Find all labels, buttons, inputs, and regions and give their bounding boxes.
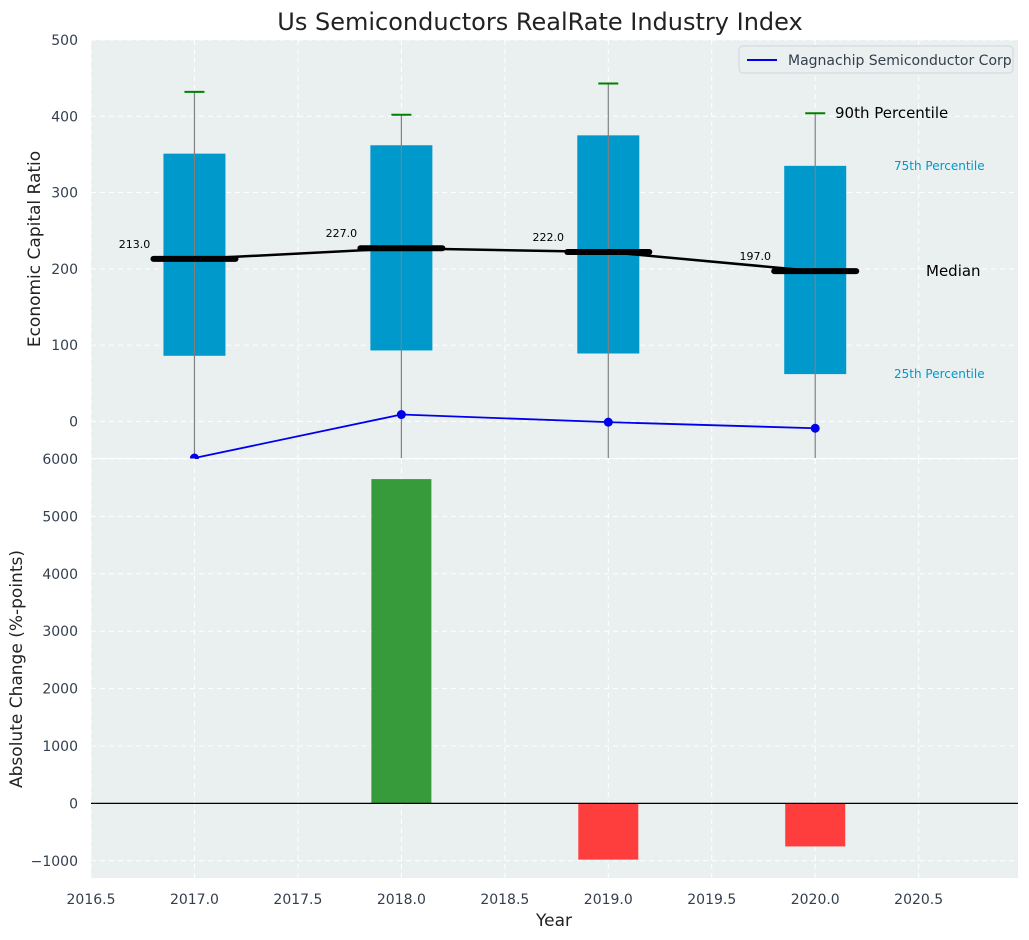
bottom-y-tick-label: 1000	[42, 739, 78, 755]
bottom-y-tick-label: 3000	[42, 624, 78, 640]
p90-annotation: 90th Percentile	[835, 104, 948, 122]
top-y-axis-label: Economic Capital Ratio	[25, 151, 45, 347]
median-value-label: 222.0	[533, 231, 565, 244]
p25-annotation: 25th Percentile	[894, 367, 985, 381]
median-annotation: Median	[926, 262, 981, 280]
change-bar	[578, 803, 639, 860]
bottom-y-tick-label: 5000	[42, 509, 78, 525]
legend-label: Magnachip Semiconductor Corp	[788, 53, 1012, 69]
x-tick-label: 2018.0	[377, 892, 426, 908]
bottom-bars	[91, 479, 1018, 860]
x-tick-label: 2016.5	[67, 892, 116, 908]
bottom-y-tick-label: 0	[69, 796, 78, 812]
p75-annotation: 75th Percentile	[894, 159, 985, 173]
x-tick-labels: 2016.5 2017.0 2017.5 2018.0 2018.5 2019.0 2019…	[67, 892, 944, 908]
median-value-label: 197.0	[739, 250, 771, 263]
median-value-label: 213.0	[119, 238, 151, 251]
top-y-tick-labels: 0 100 200 300 400 500	[51, 33, 78, 430]
median-trend-line	[194, 246, 816, 273]
chart-title: Us Semiconductors RealRate Industry Inde…	[277, 8, 802, 36]
bottom-plot-area	[91, 459, 1018, 878]
top-y-tick-label: 100	[51, 338, 78, 354]
x-tick-label: 2019.5	[687, 892, 736, 908]
company-point	[396, 410, 406, 420]
median-value-label: 227.0	[326, 227, 358, 240]
change-bar	[785, 803, 846, 847]
top-y-tick-label: 500	[51, 33, 78, 49]
company-point	[603, 417, 613, 427]
x-tick-label: 2020.0	[791, 892, 840, 908]
bottom-y-tick-label: 4000	[42, 567, 78, 583]
top-y-tick-label: 0	[69, 414, 78, 430]
top-y-tick-label: 300	[51, 186, 78, 202]
x-tick-label: 2017.5	[273, 892, 322, 908]
bottom-y-tick-label: −1000	[31, 854, 78, 870]
bottom-y-tick-label: 6000	[42, 452, 78, 468]
company-point	[810, 423, 820, 433]
bottom-y-tick-label: 2000	[42, 682, 78, 698]
company-line	[194, 413, 816, 459]
x-tick-label: 2019.0	[584, 892, 633, 908]
bottom-y-axis-label: Absolute Change (%-points)	[7, 550, 27, 788]
legend: Magnachip Semiconductor Corp	[738, 45, 1014, 74]
top-y-tick-label: 400	[51, 109, 78, 125]
top-y-tick-label: 200	[51, 262, 78, 278]
x-tick-label: 2017.0	[170, 892, 219, 908]
legend-frame	[738, 45, 1014, 74]
x-tick-label: 2018.5	[480, 892, 529, 908]
x-tick-label: 2020.5	[894, 892, 943, 908]
x-axis-label: Year	[535, 911, 572, 931]
top-plot-area	[91, 40, 1018, 458]
bottom-y-tick-labels: −1000 0 1000 2000 3000 4000 5000 6000	[31, 452, 78, 870]
change-bar	[371, 479, 432, 804]
top-annotations: 90th Percentile 75th Percentile Median 25th…	[835, 104, 985, 381]
